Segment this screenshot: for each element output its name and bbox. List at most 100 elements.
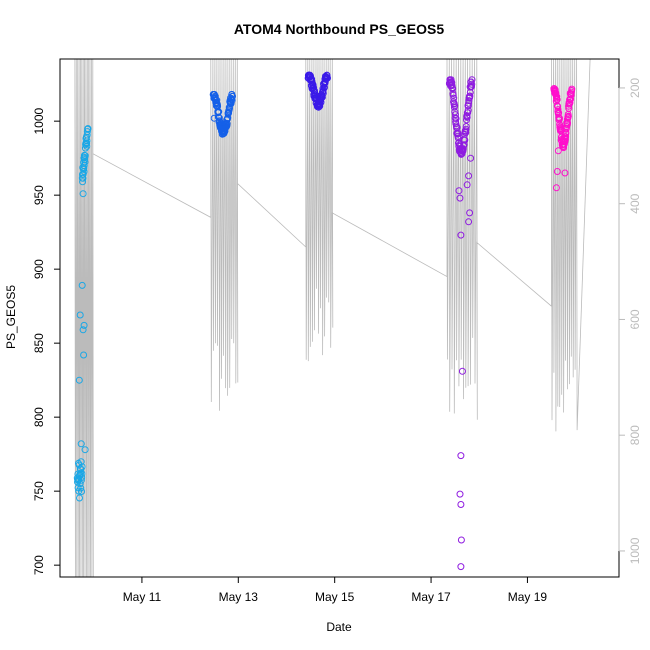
data-point bbox=[457, 501, 465, 508]
data-point bbox=[465, 172, 473, 180]
data-point bbox=[460, 141, 468, 149]
x-tick-label: May 13 bbox=[219, 590, 259, 604]
data-point bbox=[456, 490, 464, 498]
y-tick-label: 950 bbox=[32, 185, 46, 205]
data-point bbox=[463, 181, 471, 189]
data-point bbox=[462, 125, 470, 133]
data-point bbox=[457, 563, 465, 571]
data-point bbox=[554, 147, 562, 155]
data-point bbox=[79, 178, 87, 186]
data-point bbox=[310, 84, 318, 91]
data-point bbox=[554, 106, 562, 114]
data-point bbox=[84, 125, 92, 133]
x-tick-label: May 19 bbox=[508, 590, 548, 604]
data-point bbox=[466, 209, 474, 217]
data-point bbox=[83, 140, 91, 148]
y-tick-label: 800 bbox=[32, 407, 46, 427]
data-point bbox=[568, 85, 576, 93]
data-point bbox=[78, 474, 86, 481]
data-point bbox=[464, 102, 472, 110]
data-point bbox=[81, 144, 89, 152]
data-point bbox=[451, 111, 459, 119]
data-point bbox=[79, 174, 87, 182]
data-point bbox=[77, 484, 85, 492]
data-point bbox=[78, 281, 86, 289]
data-point bbox=[459, 145, 467, 153]
data-point bbox=[458, 367, 466, 375]
data-point bbox=[77, 476, 85, 484]
data-point bbox=[81, 152, 89, 160]
data-point bbox=[80, 168, 88, 175]
data-point bbox=[76, 494, 83, 502]
x-axis-label: Date bbox=[326, 620, 352, 634]
data-point bbox=[79, 190, 87, 198]
data-point bbox=[228, 96, 236, 104]
data-point bbox=[83, 128, 91, 136]
data-point bbox=[452, 115, 460, 122]
right-tick-label: 1000 bbox=[628, 537, 642, 564]
data-point bbox=[80, 351, 88, 359]
right-axis: 200 400 600 800 1000 bbox=[618, 78, 642, 564]
plot-frame bbox=[59, 58, 620, 578]
data-point bbox=[76, 311, 84, 319]
chart-title: ATOM4 Northbound PS_GEOS5 bbox=[234, 21, 444, 37]
right-tick-label: 400 bbox=[628, 193, 642, 213]
data-point bbox=[323, 71, 331, 79]
data-point bbox=[463, 113, 471, 121]
data-point bbox=[324, 74, 331, 82]
data-point bbox=[449, 85, 457, 93]
flight-points bbox=[550, 85, 576, 192]
data-point bbox=[77, 440, 85, 448]
data-point bbox=[561, 169, 569, 177]
data-point bbox=[319, 85, 327, 93]
data-point bbox=[78, 463, 86, 471]
x-tick-label: May 17 bbox=[411, 590, 451, 604]
data-point bbox=[449, 91, 457, 99]
y-tick-label: 850 bbox=[32, 333, 46, 353]
data-point bbox=[78, 470, 86, 478]
data-point bbox=[562, 129, 570, 137]
flight-points bbox=[209, 91, 236, 138]
right-tick-label: 800 bbox=[628, 425, 642, 445]
data-point bbox=[465, 97, 473, 105]
data-point bbox=[562, 133, 570, 141]
data-point bbox=[457, 452, 465, 460]
data-point bbox=[468, 80, 476, 88]
flight-points bbox=[73, 125, 92, 502]
data-point bbox=[564, 112, 572, 120]
data-point bbox=[454, 129, 462, 137]
y-tick-label: 700 bbox=[32, 555, 46, 575]
data-point bbox=[553, 168, 561, 175]
y-tick-label: 900 bbox=[32, 259, 46, 279]
data-point bbox=[468, 76, 476, 84]
x-axis: May 11 May 13 May 15 May 17 May 19 bbox=[123, 576, 548, 604]
data-point bbox=[308, 77, 316, 85]
flight-points bbox=[445, 76, 476, 571]
right-tick-label: 200 bbox=[628, 78, 642, 98]
data-point bbox=[457, 231, 465, 239]
data-point bbox=[76, 480, 84, 488]
data-points bbox=[73, 71, 576, 571]
data-point bbox=[229, 92, 236, 100]
data-point bbox=[79, 326, 87, 334]
data-point bbox=[81, 446, 89, 454]
data-point bbox=[553, 93, 561, 101]
data-point bbox=[566, 99, 574, 107]
y-tick-label: 1000 bbox=[32, 107, 46, 134]
y-axis-label: PS_GEOS5 bbox=[4, 285, 18, 349]
data-point bbox=[461, 136, 469, 144]
altitude-trace bbox=[60, 58, 591, 578]
x-tick-label: May 11 bbox=[123, 590, 162, 604]
data-point bbox=[210, 114, 218, 122]
data-point bbox=[456, 194, 464, 202]
x-tick-label: May 15 bbox=[315, 590, 355, 604]
data-point bbox=[468, 83, 475, 91]
altitude-trace-line bbox=[60, 58, 591, 578]
data-point bbox=[83, 142, 91, 150]
data-point bbox=[457, 536, 465, 544]
y-axis: 700 750 800 850 900 950 1000 bbox=[32, 107, 60, 575]
data-point bbox=[550, 85, 558, 93]
data-point bbox=[464, 106, 472, 114]
y-tick-label: 750 bbox=[32, 481, 46, 501]
